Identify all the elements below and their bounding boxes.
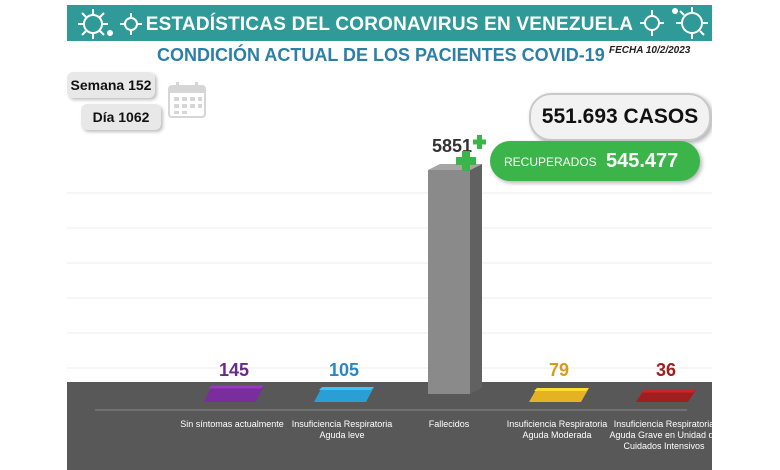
category-label: Fallecidos [428, 419, 470, 429]
plus-icon [455, 133, 489, 178]
recovered-badge: RECUPERADOS 545.477 [490, 141, 700, 181]
bar [529, 387, 589, 402]
category-label: Insuficiencia Respiratoria Aguda Grave e… [609, 419, 712, 451]
virus-icon [120, 13, 142, 35]
recovered-value: 545.477 [606, 150, 679, 172]
week-badge: Semana 152 [67, 72, 155, 98]
page-subtitle: CONDICIÓN ACTUAL DE LOS PACIENTES COVID-… [157, 45, 605, 65]
category-band [67, 410, 712, 470]
category-label: Insuficiencia Respiratoria Aguda leve [291, 419, 393, 440]
bar-value-label: 105 [329, 360, 359, 380]
date-label: FECHA 10/2/2023 [609, 45, 691, 56]
day-badge: Día 1062 [81, 104, 161, 130]
infographic-card: ESTADÍSTICAS DEL CORONAVIRUS EN VENEZUEL… [67, 0, 712, 470]
category-label: Insuficiencia Respiratoria Aguda Moderad… [506, 419, 608, 440]
banner-title: ESTADÍSTICAS DEL CORONAVIRUS EN VENEZUEL… [145, 14, 634, 35]
virus-icon [78, 9, 113, 39]
virus-icon [672, 7, 708, 39]
category-label: Sin síntomas actualmente [180, 419, 284, 429]
bar [636, 389, 696, 402]
bar [314, 386, 374, 402]
bar [428, 164, 482, 394]
bar [204, 385, 264, 402]
recovered-label: RECUPERADOS [504, 155, 597, 169]
bar-value-label: 79 [549, 360, 569, 380]
total-cases-badge: 551.693 CASOS [529, 93, 711, 141]
chart-floor [67, 382, 712, 410]
calendar-icon [168, 82, 206, 118]
virus-icon [640, 10, 664, 36]
title-banner: ESTADÍSTICAS DEL CORONAVIRUS EN VENEZUEL… [67, 5, 712, 41]
bar-value-label: 36 [656, 360, 676, 380]
bar-value-label: 145 [219, 360, 249, 380]
